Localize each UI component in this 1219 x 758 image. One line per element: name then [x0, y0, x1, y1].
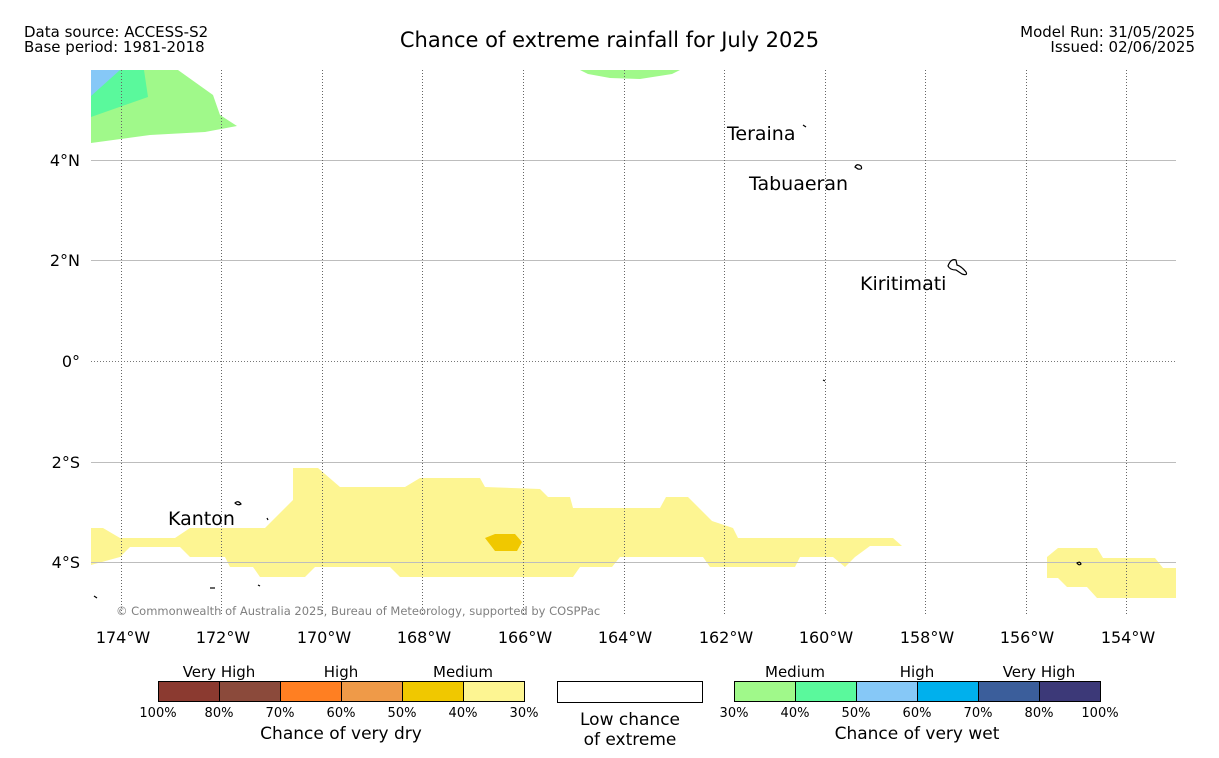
wet-swatch-50-60: [856, 681, 918, 702]
lon-label-168w: 168°W: [397, 628, 452, 647]
lat-label-2n: 2°N: [50, 251, 80, 270]
small-island-1: [266, 517, 269, 521]
low-chance-swatch: [557, 681, 703, 703]
small-island-3: [257, 584, 261, 587]
teraina-island: [802, 124, 807, 128]
wet-30-40-region-north: [580, 70, 680, 79]
wet-category-medium: Medium: [765, 663, 825, 681]
wet-category-very-high: Very High: [1002, 663, 1076, 681]
lon-label-160w: 160°W: [799, 628, 854, 647]
wet-swatch-30-40: [734, 681, 796, 702]
dry-swatch-60-50: [341, 681, 403, 702]
lat-label-0: 0°: [62, 352, 80, 371]
dry-category-high: High: [323, 663, 359, 681]
dry-tick-60: 60%: [326, 706, 356, 721]
place-teraina: Teraina: [726, 123, 796, 145]
lat-label-4s: 4°S: [52, 553, 80, 572]
dry-legend-title: Chance of very dry: [260, 724, 422, 744]
place-kiritimati: Kiritimati: [860, 273, 946, 295]
lon-label-158w: 158°W: [900, 628, 955, 647]
low-chance-line1: Low chance: [580, 710, 680, 730]
page-title: Chance of extreme rainfall for July 2025: [399, 28, 820, 52]
wet-tick-70: 70%: [963, 706, 993, 721]
wet-tick-40: 40%: [780, 706, 810, 721]
low-chance-line2: of extreme: [583, 730, 677, 750]
dry-category-very-high: Very High: [182, 663, 256, 681]
data-source-text: Data source: ACCESS-S2: [24, 23, 209, 41]
small-island-5: [822, 379, 826, 382]
island-outlines: [93, 124, 1082, 599]
low-chance-label: Low chance of extreme: [557, 710, 703, 750]
wet-swatch-60-70: [917, 681, 979, 702]
lon-label-162w: 162°W: [699, 628, 754, 647]
dry-tick-100: 100%: [139, 706, 177, 721]
dry-category-medium: Medium: [433, 663, 493, 681]
tabuaeran-island: [854, 164, 863, 170]
dry-tick-30: 30%: [509, 706, 539, 721]
small-island-4: [93, 595, 98, 599]
dry-30-40-region-east: [1047, 548, 1176, 598]
longitude-gridlines: [121, 70, 1127, 615]
lat-label-2s: 2°S: [52, 453, 80, 472]
wet-50-60-region-nw: [91, 70, 120, 96]
longitude-labels: 174°W 172°W 170°W 168°W 166°W 164°W 162°…: [96, 628, 1156, 647]
lat-label-4n: 4°N: [50, 151, 80, 170]
small-island-6: [1076, 561, 1082, 566]
wet-tick-30: 30%: [719, 706, 749, 721]
wet-tick-50: 50%: [841, 706, 871, 721]
dry-swatch-50-40: [402, 681, 464, 702]
wet-swatch-40-50: [795, 681, 857, 702]
dry-tick-80: 80%: [204, 706, 234, 721]
wet-swatch-80-100: [1039, 681, 1101, 702]
lon-label-166w: 166°W: [498, 628, 553, 647]
model-run-text: Model Run: 31/05/2025: [1020, 23, 1195, 41]
lon-label-156w: 156°W: [1000, 628, 1055, 647]
kanton-island: [234, 501, 242, 506]
place-tabuaeran: Tabuaeran: [748, 173, 848, 195]
wet-tick-80: 80%: [1024, 706, 1054, 721]
wet-swatch-70-80: [978, 681, 1040, 702]
dry-tick-40: 40%: [448, 706, 478, 721]
kiritimati-island: [947, 259, 968, 276]
dry-swatch-70-60: [280, 681, 342, 702]
lon-label-174w: 174°W: [96, 628, 151, 647]
map-area: [91, 70, 1176, 598]
latitude-labels: 4°N 2°N 0° 2°S 4°S: [50, 151, 80, 572]
lon-label-172w: 172°W: [196, 628, 251, 647]
base-period-text: Base period: 1981-2018: [24, 38, 205, 56]
lon-label-164w: 164°W: [598, 628, 653, 647]
dry-40-50-patch: [485, 534, 522, 551]
latitude-gridlines: [91, 160, 1176, 563]
dry-30-40-band: [91, 468, 902, 577]
dry-swatch-80-70: [219, 681, 281, 702]
lon-label-154w: 154°W: [1101, 628, 1156, 647]
issued-text: Issued: 02/06/2025: [1050, 38, 1195, 56]
wet-legend-title: Chance of very wet: [834, 724, 1000, 744]
place-labels: Teraina Tabuaeran Kiritimati Kanton: [168, 123, 946, 530]
wet-tick-100: 100%: [1081, 706, 1119, 721]
wet-category-high: High: [899, 663, 935, 681]
place-kanton: Kanton: [168, 508, 235, 530]
dry-tick-50: 50%: [387, 706, 417, 721]
dry-swatch-100-80: [158, 681, 220, 702]
dry-tick-70: 70%: [265, 706, 295, 721]
dry-swatch-40-30: [463, 681, 525, 702]
lon-label-170w: 170°W: [297, 628, 352, 647]
copyright-text: © Commonwealth of Australia 2025, Bureau…: [116, 604, 600, 618]
wet-tick-60: 60%: [902, 706, 932, 721]
